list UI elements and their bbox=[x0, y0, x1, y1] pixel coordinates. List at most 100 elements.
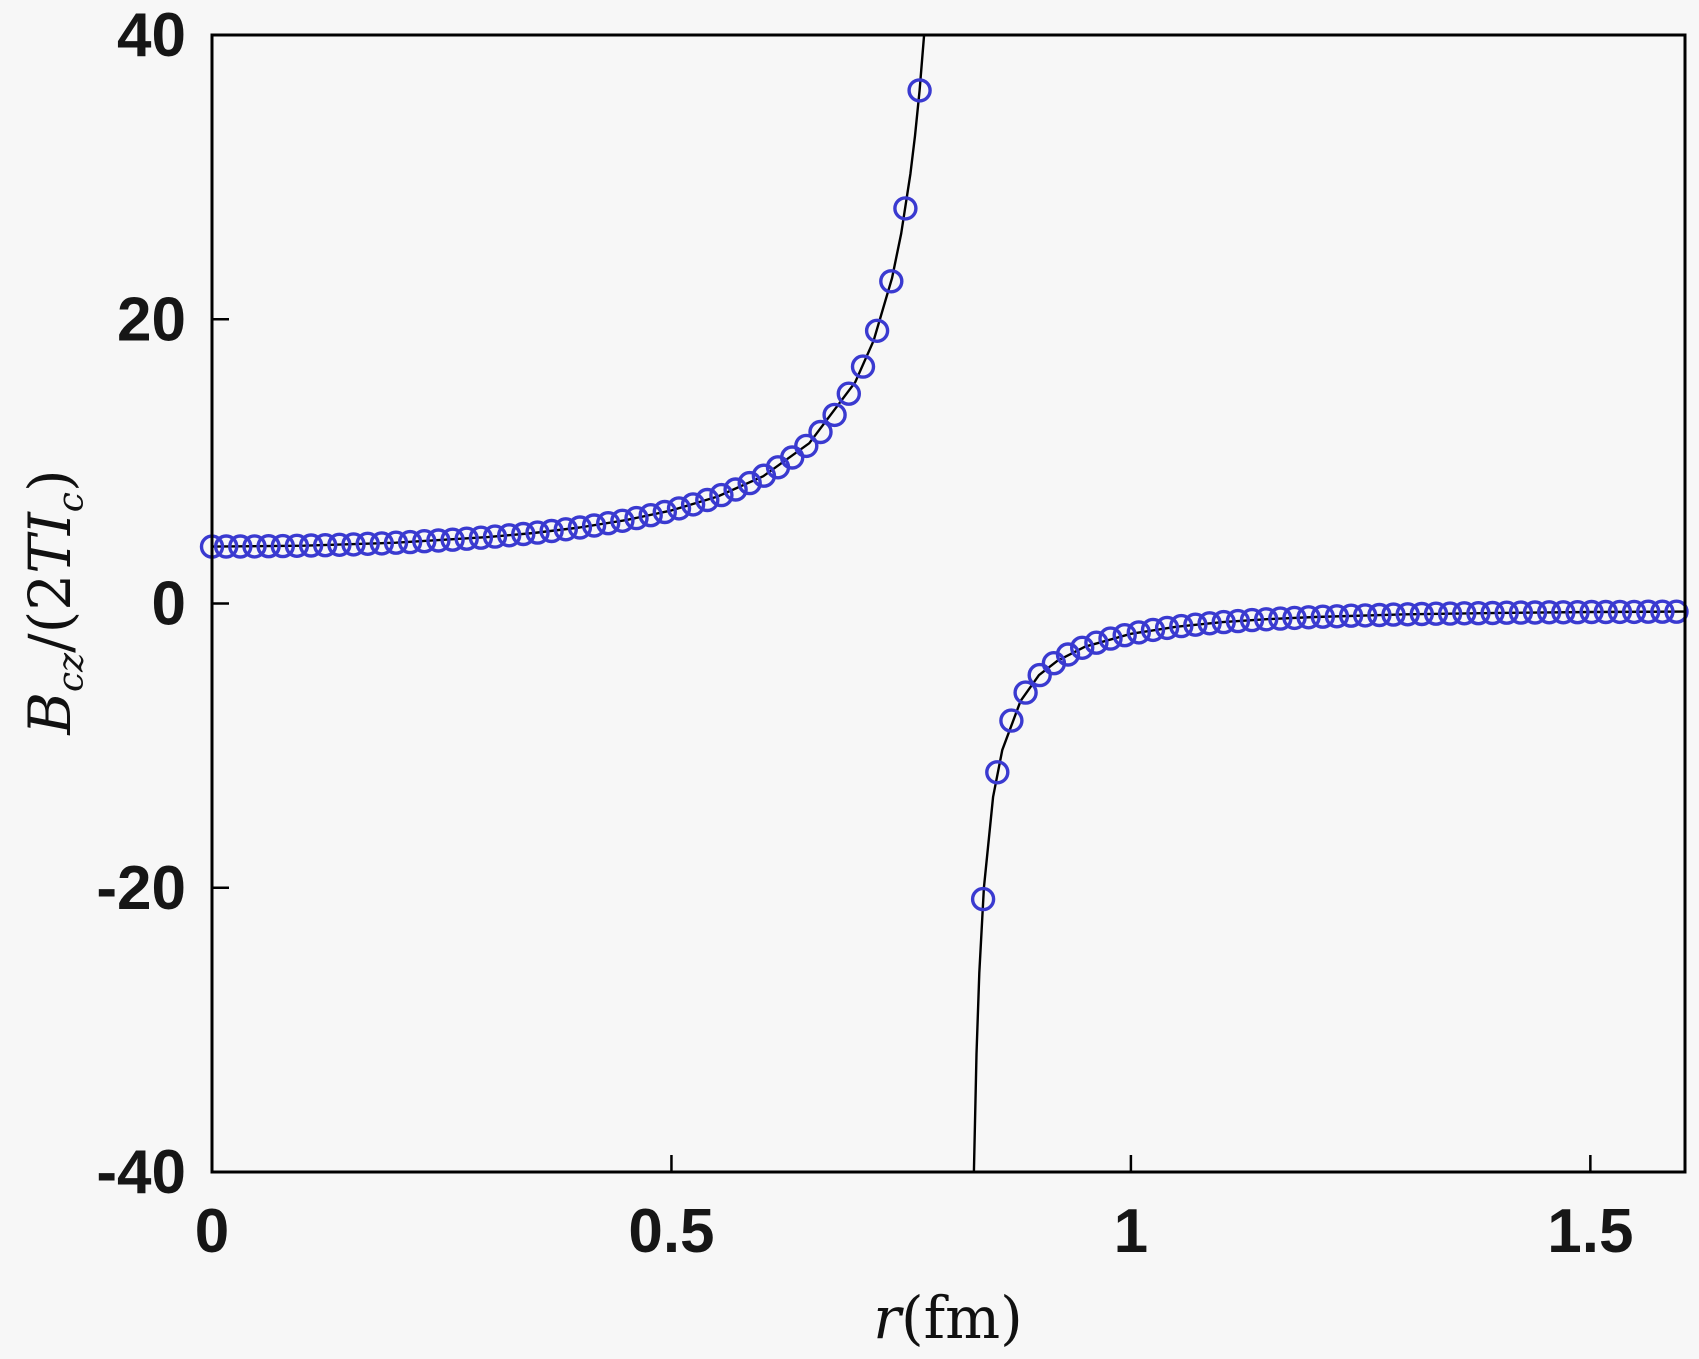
data-point-marker bbox=[879, 269, 904, 294]
data-point-marker bbox=[1352, 603, 1378, 628]
data-point-marker bbox=[1183, 612, 1208, 637]
data-point-marker bbox=[440, 527, 465, 552]
data-point-marker bbox=[1508, 600, 1534, 625]
data-point-marker bbox=[1013, 680, 1038, 705]
data-point-marker bbox=[610, 508, 635, 533]
data-point-marker bbox=[1253, 607, 1279, 632]
data-point-marker bbox=[695, 487, 720, 513]
data-point-marker bbox=[1282, 605, 1307, 631]
data-point-marker bbox=[1423, 601, 1449, 626]
data-point-marker bbox=[1551, 600, 1576, 625]
data-point-marker bbox=[1211, 609, 1236, 635]
y-tick-label: -40 bbox=[96, 1138, 186, 1207]
y-axis-label: Bcz/(2TIc) bbox=[16, 469, 92, 735]
data-point-marker bbox=[313, 533, 338, 558]
data-point-marker bbox=[1522, 600, 1548, 625]
data-point-marker bbox=[1607, 599, 1633, 625]
data-point-marker bbox=[369, 531, 394, 556]
data-point-marker bbox=[985, 760, 1010, 785]
data-point-marker bbox=[624, 505, 649, 531]
data-point-marker bbox=[864, 318, 890, 343]
x-tick-label: 0 bbox=[195, 1197, 229, 1266]
data-point-marker bbox=[270, 533, 295, 559]
data-point-marker bbox=[1395, 602, 1420, 627]
data-point-marker bbox=[1112, 623, 1137, 648]
data-point-marker bbox=[1084, 630, 1109, 655]
data-point-marker bbox=[1635, 599, 1661, 624]
data-point-marker bbox=[709, 482, 734, 508]
data-point-marker bbox=[213, 534, 239, 559]
data-point-marker bbox=[999, 708, 1024, 733]
data-point-marker bbox=[256, 534, 281, 559]
data-point-marker bbox=[907, 78, 932, 103]
data-point-marker bbox=[970, 886, 996, 912]
data-point-marker bbox=[298, 533, 324, 558]
data-point-marker bbox=[1055, 642, 1081, 667]
data-point-marker bbox=[1310, 604, 1336, 629]
data-point-marker bbox=[412, 529, 437, 554]
data-point-marker bbox=[1452, 601, 1477, 626]
data-point-marker bbox=[1098, 626, 1123, 651]
y-tick-label: 20 bbox=[117, 285, 186, 354]
data-point-marker bbox=[1579, 599, 1604, 625]
data-point-marker bbox=[1338, 603, 1364, 628]
y-tick-label: 40 bbox=[117, 1, 186, 70]
data-point-marker bbox=[1621, 599, 1647, 625]
data-point-marker bbox=[1536, 600, 1562, 625]
x-axis-label: r(fm) bbox=[873, 1284, 1022, 1352]
data-point-marker bbox=[808, 419, 833, 445]
data-point-marker bbox=[1197, 611, 1222, 636]
data-point-marker bbox=[1367, 602, 1392, 628]
data-point-marker bbox=[539, 518, 564, 544]
data-point-marker bbox=[497, 523, 522, 548]
y-tick-label: -20 bbox=[96, 854, 186, 923]
data-point-marker bbox=[638, 503, 663, 528]
data-point-marker bbox=[567, 515, 593, 540]
data-point-marker bbox=[1296, 605, 1321, 630]
data-point-marker bbox=[836, 381, 861, 406]
x-axis-label-symbol: r bbox=[873, 1284, 901, 1352]
data-point-marker bbox=[553, 517, 578, 542]
data-point-marker bbox=[596, 511, 621, 536]
x-tick-label: 0.5 bbox=[628, 1197, 714, 1266]
x-tick-label: 1.5 bbox=[1547, 1197, 1633, 1266]
data-point-marker bbox=[1466, 601, 1491, 626]
data-point-marker bbox=[1027, 662, 1052, 688]
data-point-marker bbox=[525, 520, 550, 545]
model-line-left-branch bbox=[212, 35, 926, 548]
data-point-marker bbox=[850, 354, 876, 379]
data-point-marker bbox=[1494, 600, 1519, 625]
data-point-marker bbox=[327, 532, 352, 557]
data-point-marker bbox=[1169, 613, 1194, 639]
data-point-marker bbox=[468, 525, 494, 550]
data-point-marker bbox=[355, 531, 380, 556]
data-point-marker bbox=[652, 499, 677, 525]
y-axis-label-subscript: cz bbox=[50, 652, 92, 692]
data-point-marker bbox=[1409, 601, 1435, 627]
data-point-marker bbox=[1239, 607, 1265, 633]
data-point-marker bbox=[1593, 599, 1619, 625]
data-point-marker bbox=[397, 529, 423, 555]
data-point-marker bbox=[242, 534, 267, 559]
data-point-marker bbox=[893, 196, 918, 221]
data-point-marker bbox=[383, 530, 409, 555]
data-point-marker bbox=[1154, 615, 1180, 641]
data-point-marker bbox=[822, 402, 847, 428]
x-axis-label-unit: (fm) bbox=[901, 1284, 1023, 1352]
data-point-marker bbox=[284, 533, 310, 558]
data-point-marker bbox=[1437, 601, 1463, 626]
data-point-marker bbox=[454, 526, 479, 551]
data-point-marker bbox=[1381, 602, 1406, 627]
data-point-marker bbox=[1140, 617, 1166, 643]
data-point-marker bbox=[1650, 599, 1675, 624]
data-point-marker bbox=[1268, 606, 1293, 631]
data-point-marker bbox=[723, 477, 748, 502]
data-point-marker bbox=[482, 524, 508, 549]
data-point-marker bbox=[1069, 635, 1095, 660]
y-tick-label: 0 bbox=[152, 570, 186, 639]
data-point-marker bbox=[1126, 620, 1152, 645]
data-point-marker bbox=[1225, 608, 1251, 634]
data-point-marker bbox=[228, 534, 253, 559]
